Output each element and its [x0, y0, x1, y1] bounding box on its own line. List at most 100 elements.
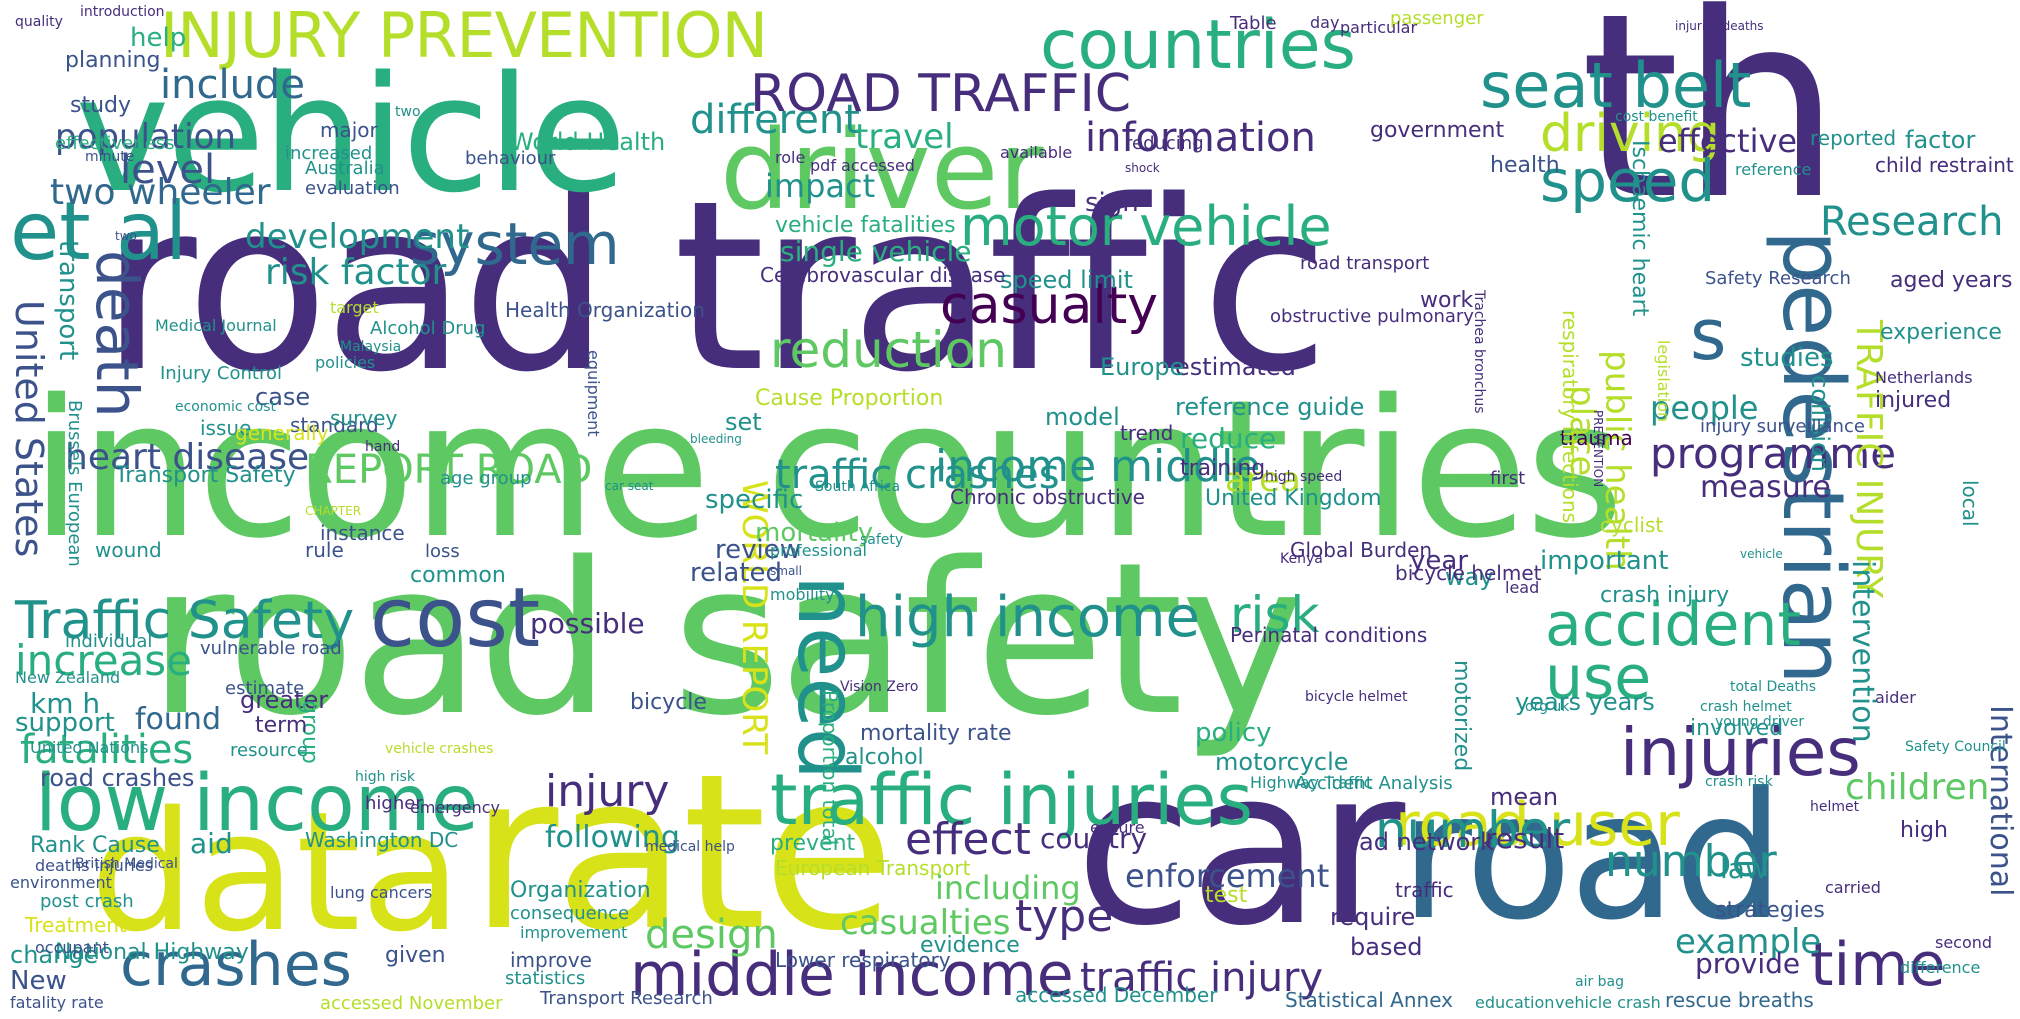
word-lower-respiratory: Lower respiratory [775, 948, 951, 972]
word-strategies: strategies [1715, 898, 1825, 923]
word-accident: accident [1545, 590, 1801, 660]
word-environment: environment [10, 873, 112, 892]
word-total-deaths: total Deaths [1730, 679, 1817, 695]
word-cost-benefit: cost benefit [1615, 109, 1698, 125]
word-traffic-injury-caps: TRAFFIC INJURY [1848, 320, 1889, 598]
word-effective: effective [1658, 122, 1798, 160]
word-safety-council: Safety Council [1905, 739, 2006, 755]
word-low-income: low income [35, 759, 479, 849]
word-car: car [1075, 722, 1405, 973]
word-motorized: motorized [1449, 660, 1474, 772]
word-casualties: casualties [840, 903, 1011, 943]
word-include: include [160, 62, 305, 108]
word-country: country [1040, 822, 1148, 855]
word-transport: transport [53, 240, 83, 361]
word-mortality-rate: mortality rate [860, 721, 1012, 746]
word-risk: risk [1230, 586, 1320, 644]
word-th: th [1580, 0, 1842, 256]
word-economic-cost: economic cost [175, 399, 277, 415]
word-injury: injury [545, 766, 670, 817]
word-set: set [725, 408, 762, 436]
word-speed: speed [1540, 147, 1716, 215]
word-collision: collision [1806, 375, 1834, 472]
word-law: law [1720, 852, 1768, 885]
word-test: test [1205, 883, 1248, 908]
word-result: result [1485, 822, 1565, 855]
word-driver: driver [720, 106, 1044, 234]
word-major: major [320, 118, 378, 142]
word-traffic-safety: Traffic Safety [15, 591, 355, 651]
word-travel: travel [855, 117, 954, 157]
word-cyclist: cyclist [1600, 513, 1664, 537]
word-reference-guide: reference guide [1175, 393, 1365, 421]
word-fatality-rate: fatality rate [10, 993, 104, 1012]
word-road-traffic: road traffic [100, 151, 1330, 424]
word-resource: resource [230, 740, 308, 761]
word-cause-proportion: Cause Proportion [755, 386, 944, 411]
word-following: following [545, 820, 680, 855]
word-traffic-crashes: traffic crashes [775, 452, 1060, 498]
word-model: model [1045, 403, 1120, 431]
word-road-network: road network [1335, 828, 1495, 856]
word-crash-risk: crash risk [1705, 774, 1773, 790]
word-involved: involved [1690, 716, 1784, 741]
word-rule: rule [305, 538, 344, 562]
word-sign: sign [1085, 188, 1139, 218]
word-area: area [1225, 460, 1301, 500]
word-accessed-december: accessed December [1015, 983, 1218, 1007]
word-ensure: ensure [1090, 818, 1145, 837]
word-mobility: mobility [770, 585, 835, 604]
word-traffic-injuries: traffic injuries [770, 759, 1253, 841]
word-injury-prevention: INJURY PREVENTION [160, 0, 768, 72]
word-reported: reported [1810, 126, 1897, 150]
word-instance: instance [320, 521, 405, 545]
word-carried: carried [1825, 878, 1881, 897]
word-study: study [70, 93, 132, 118]
word-australia: Australia [305, 158, 385, 179]
word-behaviour: behaviour [465, 148, 556, 169]
word-new-zealand: New Zealand [15, 668, 121, 687]
word-greater: greater [240, 686, 329, 714]
word-specific: specific [705, 485, 804, 515]
word-second: second [1935, 933, 1993, 952]
word-generally: generally [235, 421, 329, 445]
word-high: high [1900, 818, 1948, 843]
word-casualty: casualty [940, 276, 1158, 336]
word-malaysia: Malaysia [340, 339, 402, 355]
word-different: different [690, 97, 860, 143]
word-available: available [1000, 143, 1073, 162]
word-provide: provide [1695, 947, 1801, 980]
word-type: type [1015, 891, 1114, 942]
word-european-transport: European Transport [775, 856, 971, 880]
word-based: based [1350, 933, 1423, 961]
word-obstructive-pulmonary: obstructive pulmonary [1270, 306, 1474, 327]
word-research: Research [1820, 199, 2004, 245]
word-case: case [255, 383, 311, 411]
word-injured: injured [1875, 388, 1952, 413]
word-system: system [410, 210, 620, 278]
word-trauma: trauma [1560, 426, 1633, 450]
word-lung-cancers: lung cancers [330, 883, 433, 902]
word-given: given [385, 943, 446, 968]
word-trend: trend [1120, 421, 1174, 445]
word-common: common [410, 563, 506, 588]
word-higher: higher [365, 793, 423, 814]
word-crashes: crashes [120, 930, 352, 1000]
word-risk-factor: risk factor [265, 252, 447, 293]
word-new: New [10, 966, 67, 996]
word-accident-analysis: Accident Analysis [1295, 773, 1453, 794]
word-injuries: injuries [1620, 714, 1861, 791]
word-evaluation: evaluation [305, 178, 400, 199]
word-s: s [1690, 294, 1727, 376]
word-development: development [245, 217, 470, 257]
word-support: support [15, 708, 115, 738]
word-cost: cost [370, 571, 541, 666]
word-policy: policy [1195, 718, 1272, 748]
word-brussels-european: Brussels European [64, 400, 85, 567]
word-chronic-obstructive: Chronic obstructive [950, 485, 1145, 509]
word-small: small [770, 564, 802, 578]
word-two-wheeler-small: two [115, 229, 137, 243]
word-found: found [135, 702, 221, 737]
word-impact: impact [765, 167, 876, 205]
word-rank-cause: Rank Cause [30, 833, 160, 858]
